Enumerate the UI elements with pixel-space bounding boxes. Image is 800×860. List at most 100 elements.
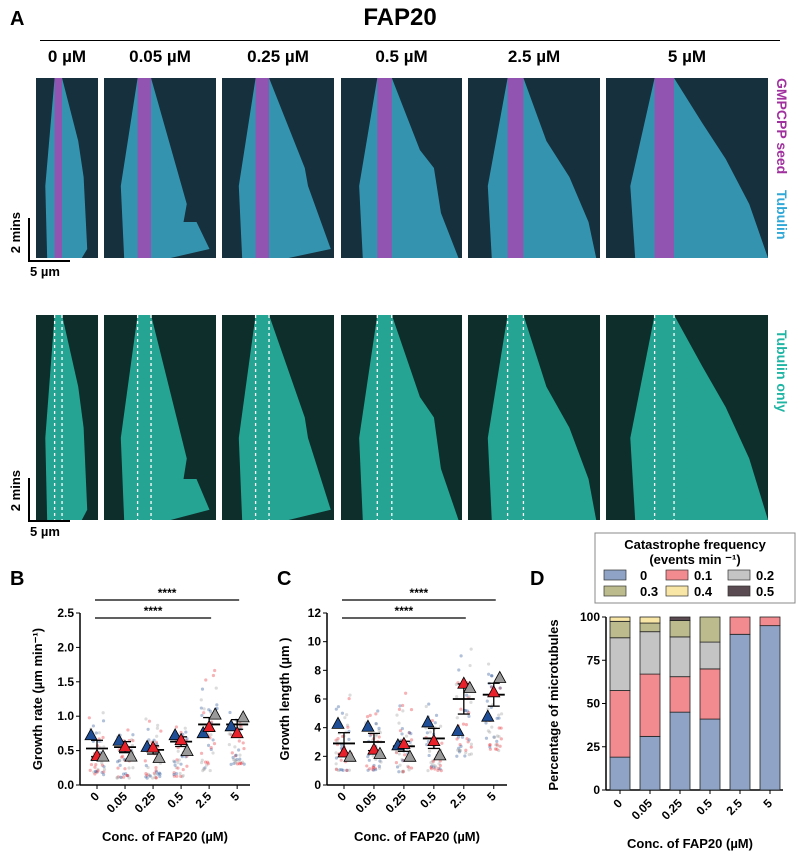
x-tick-label: 0.05 [353, 789, 380, 816]
data-point [154, 770, 159, 774]
data-point [463, 708, 468, 713]
data-point [144, 717, 148, 721]
legend-label: 0.5 [756, 584, 774, 599]
data-point [334, 751, 338, 755]
data-point [427, 753, 431, 758]
data-point [154, 768, 158, 773]
data-point [456, 735, 461, 739]
figure-title: FAP20 [363, 4, 437, 31]
data-point [425, 731, 429, 735]
data-point [456, 748, 460, 752]
bar-segment-0.5 [669, 616, 691, 621]
data-point [409, 707, 414, 712]
data-point [127, 766, 131, 770]
data-point [377, 766, 382, 770]
y-tick-label: 75 [587, 653, 601, 667]
data-point [235, 757, 239, 762]
y-axis-label: Growth rate (µm min⁻¹) [30, 628, 45, 770]
tubulin-label: Tubulin [774, 190, 790, 240]
data-point [174, 725, 179, 729]
data-point [365, 764, 369, 768]
data-point [233, 758, 237, 762]
replicate-mean-triangle [337, 745, 351, 758]
data-point [379, 760, 383, 764]
data-point [495, 734, 499, 738]
data-point [179, 762, 183, 766]
replicate-mean-triangle [208, 707, 222, 720]
data-point [203, 760, 208, 764]
top-kymograph [468, 78, 600, 258]
data-point [155, 734, 159, 738]
data-point [378, 759, 382, 763]
data-point [238, 753, 242, 757]
data-point [95, 770, 99, 774]
data-point [148, 774, 152, 778]
replicate-mean-triangle [196, 725, 210, 739]
data-point [146, 772, 151, 776]
replicate-mean-triangle [331, 716, 345, 729]
x-axis-label: Conc. of FAP20 (µM) [102, 829, 228, 844]
data-point [460, 735, 465, 739]
replicate-mean-triangle [343, 749, 357, 762]
data-point [237, 759, 241, 763]
data-point [457, 750, 462, 754]
data-point [493, 747, 498, 751]
data-point [172, 772, 176, 777]
y-tick-label: 0 [593, 783, 600, 797]
data-point [398, 763, 402, 767]
data-point [242, 762, 246, 766]
legend-subtitle: (events min ⁻¹) [649, 552, 740, 567]
data-point [486, 707, 490, 711]
data-point [158, 772, 162, 776]
scale-bar-top [28, 218, 70, 262]
data-point [334, 762, 338, 766]
data-point [181, 767, 185, 772]
data-point [202, 707, 206, 711]
data-point [400, 757, 404, 762]
bottom-kymograph [468, 315, 600, 520]
data-point [345, 713, 349, 717]
data-point [176, 766, 180, 770]
data-point [238, 725, 242, 729]
data-point [373, 766, 377, 771]
data-point [203, 766, 207, 770]
data-point [153, 775, 157, 779]
data-point [429, 767, 434, 771]
data-point [116, 775, 120, 779]
data-point [227, 742, 231, 747]
data-point [430, 718, 435, 723]
panel-c-label: C [277, 568, 292, 590]
data-point [459, 654, 463, 658]
data-point [228, 732, 233, 736]
data-point [459, 707, 463, 711]
data-point [173, 760, 177, 764]
data-point [426, 739, 430, 744]
bar-segment-0.2 [669, 636, 691, 678]
data-point [458, 743, 462, 747]
scale-length-bottom: 5 µm [30, 524, 60, 539]
data-point [368, 734, 372, 738]
data-point [341, 768, 345, 772]
data-point [407, 768, 411, 772]
data-point [143, 759, 147, 763]
replicate-mean-triangle [112, 733, 126, 746]
column-heading: 0 µM [47, 47, 87, 66]
data-point [486, 662, 491, 666]
data-point [488, 730, 492, 734]
data-point [469, 700, 473, 704]
data-point [434, 713, 439, 717]
bar-segment-0.3 [639, 622, 661, 633]
data-point [347, 696, 351, 701]
data-point [153, 772, 157, 777]
data-point [368, 713, 372, 717]
data-point [172, 771, 176, 775]
data-point [235, 762, 240, 766]
data-point [397, 752, 401, 756]
data-point [91, 724, 96, 728]
data-point [400, 769, 404, 774]
bar-segment-0.1 [609, 690, 631, 758]
bar-segment-0.4 [609, 616, 631, 622]
x-tick-label: 2.5 [193, 789, 215, 811]
data-point [118, 758, 122, 763]
legend-box [594, 532, 796, 604]
